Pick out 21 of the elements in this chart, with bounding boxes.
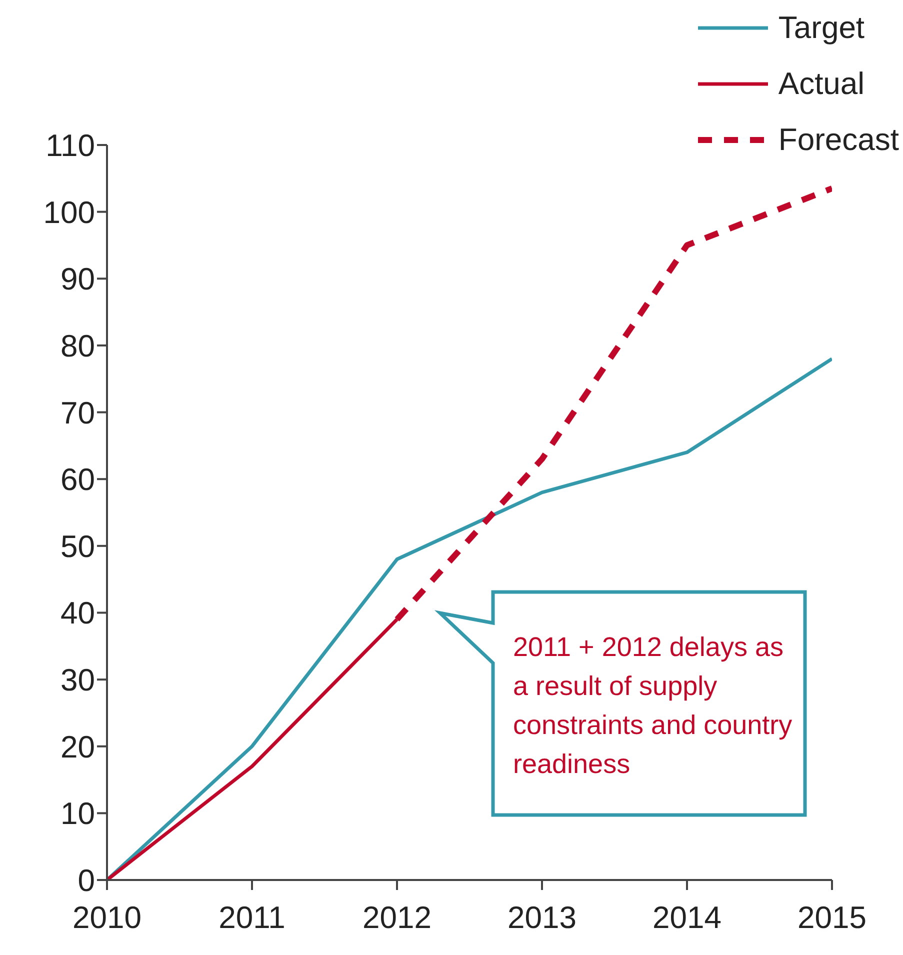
x-tick-label: 2010 <box>72 900 142 936</box>
x-tick-label: 2011 <box>218 900 286 936</box>
x-tick-label: 2012 <box>362 900 432 936</box>
y-tick-label: 50 <box>60 528 95 564</box>
x-tick-label: 2013 <box>508 900 576 936</box>
x-tick-label: 2015 <box>798 900 866 936</box>
y-tick-label: 0 <box>78 863 95 898</box>
legend-label: Forecast <box>778 122 899 158</box>
y-tick-label: 80 <box>60 328 95 364</box>
legend-label: Actual <box>778 66 865 102</box>
y-tick-label: 40 <box>60 596 95 631</box>
x-tick-label: 2014 <box>652 900 722 936</box>
y-tick-label: 110 <box>46 128 95 164</box>
y-tick-label: 70 <box>60 395 95 430</box>
y-tick-label: 10 <box>60 796 95 832</box>
y-tick-label: 60 <box>60 462 95 498</box>
y-tick-label: 30 <box>60 662 95 698</box>
y-tick-label: 100 <box>43 194 95 230</box>
y-tick-label: 20 <box>60 729 95 764</box>
legend-label: Target <box>778 10 865 46</box>
y-tick-label: 90 <box>60 262 95 297</box>
